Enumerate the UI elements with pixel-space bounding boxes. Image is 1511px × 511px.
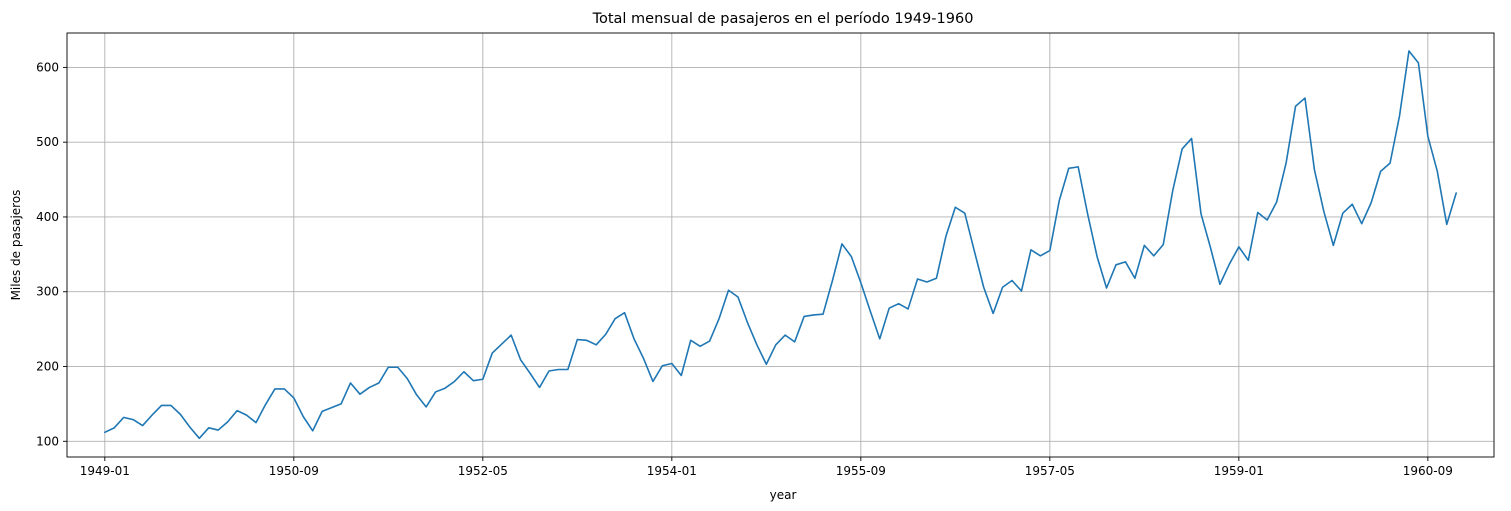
y-tick-label: 300 — [36, 285, 59, 299]
x-tick-label: 1952-05 — [458, 464, 508, 478]
x-tick-label: 1955-09 — [836, 464, 886, 478]
x-tick-label: 1957-05 — [1025, 464, 1075, 478]
x-tick-label: 1954-01 — [647, 464, 697, 478]
y-tick-label: 400 — [36, 210, 59, 224]
grid-lines — [67, 33, 1494, 457]
y-tick-label: 200 — [36, 360, 59, 374]
series-line-0 — [104, 50, 1457, 440]
x-tick-label: 1959-01 — [1214, 464, 1264, 478]
axis-ticks: 1949-01 1950-09 1952-05 1954-01 1955-09 1957-… — [36, 60, 1453, 478]
x-tick-label: 1949-01 — [80, 464, 130, 478]
series-layer — [104, 50, 1457, 440]
y-axis-label: Miles de pasajeros — [9, 190, 23, 301]
y-tick-label: 500 — [36, 135, 59, 149]
x-axis-label: year — [770, 488, 797, 502]
x-tick-label: 1950-09 — [269, 464, 319, 478]
chart-title: Total mensual de pasajeros en el período… — [592, 11, 974, 27]
x-tick-label: 1960-09 — [1403, 464, 1453, 478]
y-tick-label: 600 — [36, 60, 59, 74]
y-tick-label: 100 — [36, 434, 59, 448]
plot-frame — [66, 32, 1495, 458]
